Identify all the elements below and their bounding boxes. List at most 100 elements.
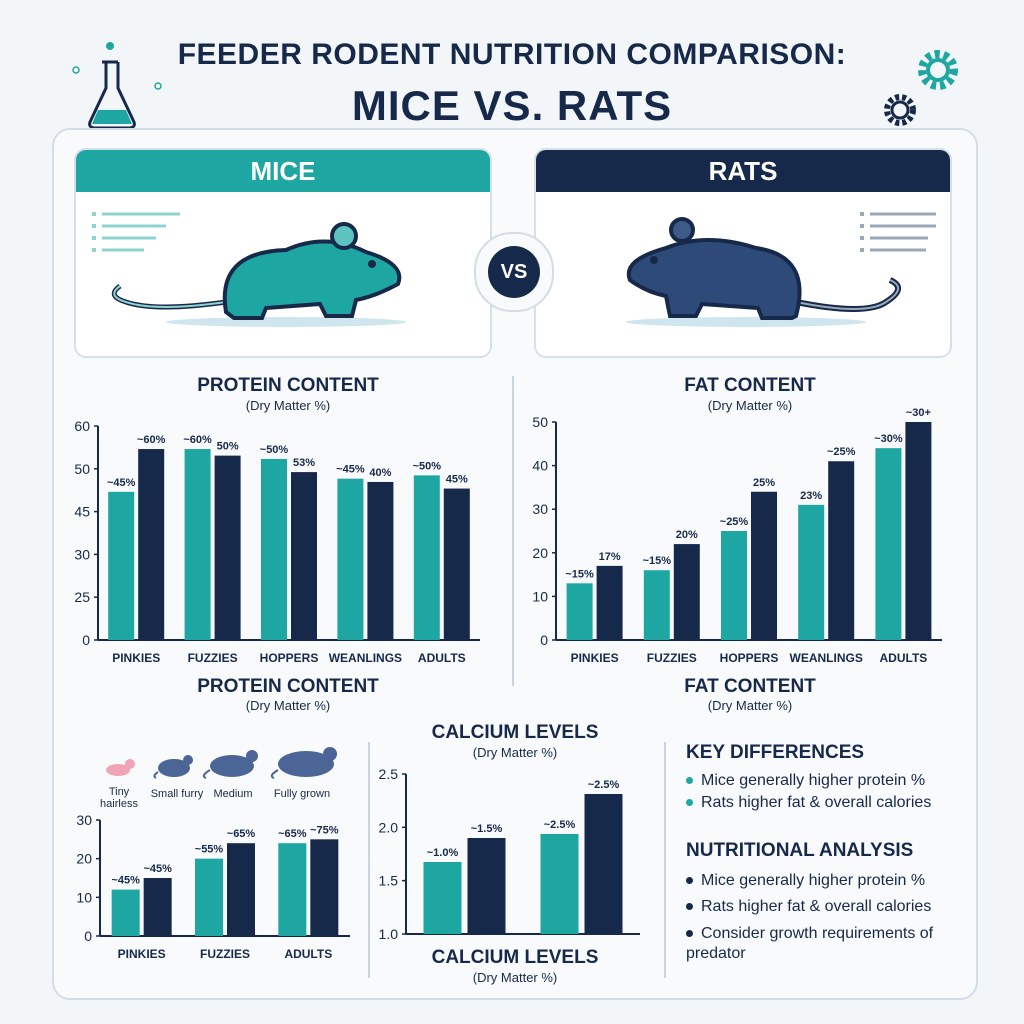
data-label: 50% (217, 441, 239, 453)
stage-label-grown: Fully grown (273, 788, 331, 800)
category-label: HOPPERS (720, 651, 779, 665)
y-tick-label: 1.0 (379, 926, 399, 942)
data-label: ~30+ (906, 407, 931, 419)
protein-title: PROTEIN CONTENT (197, 375, 379, 396)
divider-top (512, 376, 514, 686)
protein-title-2: PROTEIN CONTENT (197, 676, 379, 697)
calcium-subtitle-2: (Dry Matter %) (472, 970, 558, 985)
fat-title: FAT CONTENT (684, 375, 816, 396)
bar (195, 858, 223, 936)
bar (337, 478, 364, 640)
bar (596, 565, 623, 640)
data-label: 23% (800, 490, 822, 502)
y-tick-label: 10 (532, 588, 548, 604)
bar (227, 843, 255, 936)
category-label: PINKIES (571, 651, 619, 665)
protein-small-chart: 0102030~45%~45%PINKIES~55%~65%FUZZIES~65… (76, 812, 350, 961)
y-tick-label: 10 (76, 889, 92, 905)
calcium-title-2: CALCIUM LEVELS (431, 947, 599, 968)
pinkie-icon (106, 759, 135, 776)
data-label: ~45% (107, 477, 136, 489)
data-label: 20% (676, 529, 698, 541)
key-diff-item-2: Rats higher fat & overall calories (686, 794, 966, 812)
bar (905, 422, 932, 640)
y-tick-label: 30 (532, 501, 548, 517)
category-label: FUZZIES (200, 947, 250, 961)
divider-left (368, 742, 370, 978)
protein-subtitle-2: (Dry Matter %) (245, 698, 331, 713)
y-tick-label: 20 (76, 851, 92, 867)
bar (184, 449, 211, 640)
calcium-chart: 1.0 1.5 2.0 2.5 ~1.0% ~1.5% ~2.5% ~2.5% (379, 766, 640, 942)
rats-card: RATS (534, 148, 952, 358)
y-tick-label: 50 (74, 461, 90, 477)
bar (138, 449, 165, 640)
data-label: ~15% (643, 555, 672, 567)
bar (278, 843, 307, 936)
analysis-item-3: Consider growth requirements of predator (686, 925, 934, 962)
analysis-item-1: Mice generally higher protein % (686, 872, 966, 890)
bar (643, 570, 670, 640)
vs-badge: VS (474, 232, 554, 312)
calcium-title: CALCIUM LEVELS (431, 722, 599, 743)
vs-label: VS (488, 246, 540, 298)
category-label: FUZZIES (188, 651, 238, 665)
y-tick-label: 0 (84, 928, 92, 944)
data-label: ~15% (565, 568, 594, 580)
data-label: ~45% (111, 875, 140, 887)
y-tick-label: 50 (532, 414, 548, 430)
data-label: ~30% (874, 433, 903, 445)
bar (751, 491, 777, 640)
y-tick-label: 2.5 (379, 766, 399, 782)
fat-title-2: FAT CONTENT (684, 676, 816, 697)
bar (111, 889, 140, 936)
fat-subtitle-2: (Dry Matter %) (707, 698, 793, 713)
title-line-1: FEEDER RODENT NUTRITION COMPARISON: (177, 38, 847, 71)
title-line-2: MICE VS. RATS (351, 82, 673, 129)
data-label: 53% (293, 457, 315, 469)
bar (261, 458, 287, 640)
protein-subtitle: (Dry Matter %) (245, 398, 331, 413)
bar (291, 472, 317, 640)
key-diff-item-1: Mice generally higher protein % (686, 772, 966, 790)
bar (798, 504, 825, 640)
data-label: ~45% (143, 863, 172, 875)
bar (540, 834, 579, 934)
mice-card-title: MICE (76, 150, 490, 192)
category-label: ADULTS (880, 651, 928, 665)
category-label: WEANLINGS (790, 651, 863, 665)
y-tick-label: 45 (74, 504, 90, 520)
divider-right (664, 742, 666, 978)
category-label: PINKIES (112, 651, 160, 665)
bar (413, 475, 440, 640)
stage-label-tiny: Tiny hairless (100, 786, 138, 810)
category-label: HOPPERS (260, 651, 319, 665)
nutritional-analysis-title: NUTRITIONAL ANALYSIS (686, 840, 914, 861)
bar (875, 448, 902, 640)
data-label: ~25% (827, 446, 856, 458)
rats-card-title: RATS (536, 150, 950, 192)
category-label: WEANLINGS (329, 651, 402, 665)
data-label: ~65% (227, 828, 256, 840)
bar (467, 838, 506, 934)
data-label: ~2.5% (544, 819, 576, 831)
data-label: ~45% (336, 464, 365, 476)
data-label: ~1.5% (471, 823, 503, 835)
bar (214, 455, 241, 640)
category-label: ADULTS (284, 947, 332, 961)
bar (828, 461, 855, 640)
data-label: ~75% (310, 824, 339, 836)
data-label: ~55% (195, 844, 224, 856)
bar (443, 488, 470, 640)
bar (673, 544, 700, 640)
category-label: ADULTS (418, 651, 466, 665)
y-tick-label: 30 (76, 812, 92, 828)
hopper-icon (202, 750, 258, 779)
stage-label-small: Small furry (150, 788, 204, 800)
data-label: 40% (369, 467, 391, 479)
y-tick-label: 25 (74, 589, 90, 605)
bar (566, 583, 593, 640)
bar (584, 794, 623, 934)
y-tick-label: 0 (82, 632, 90, 648)
fuzzy-icon (153, 755, 193, 779)
